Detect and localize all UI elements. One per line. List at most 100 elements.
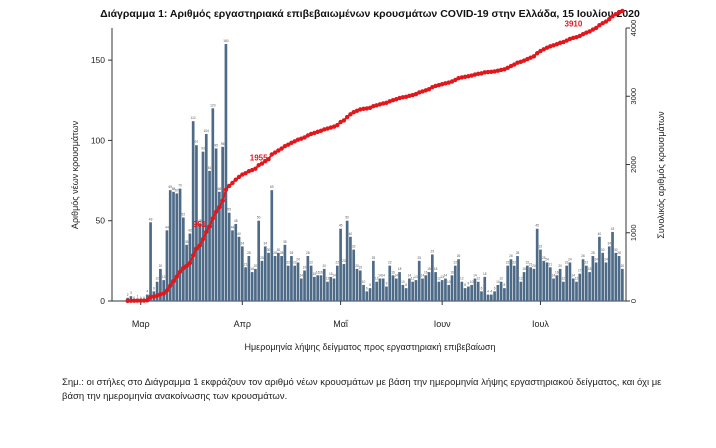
x-tick-label: Ιουν <box>434 319 451 329</box>
bar <box>391 275 395 301</box>
bar <box>621 268 624 301</box>
bar-label: 15 <box>313 272 317 276</box>
bar <box>470 284 473 301</box>
cumulative-point <box>485 69 491 75</box>
cumulative-point <box>253 166 258 171</box>
cumulative-point <box>384 100 389 106</box>
bar <box>401 284 405 301</box>
bar <box>214 148 218 301</box>
cumulative-point <box>508 63 514 69</box>
bar-label: 20 <box>621 264 625 268</box>
bar-label: 40 <box>237 232 241 236</box>
bar <box>178 188 182 301</box>
bar <box>542 260 546 301</box>
bar <box>467 286 470 301</box>
bar-label: 28 <box>290 251 294 255</box>
bar-label: 97 <box>195 140 199 144</box>
bar-label: 21 <box>244 262 248 266</box>
bar-label: 14 <box>300 274 304 278</box>
bar <box>322 268 326 301</box>
bar <box>280 256 283 301</box>
bar-label: 10 <box>362 280 366 284</box>
bar-label: 2 <box>127 293 129 297</box>
bar <box>306 256 310 301</box>
cumulative-point <box>413 91 419 97</box>
bar <box>489 294 493 301</box>
bar-label: 112 <box>191 116 196 120</box>
bar-label: 0 <box>140 296 142 300</box>
bar <box>260 260 264 301</box>
bar <box>408 278 411 301</box>
bar <box>162 280 166 301</box>
bar <box>594 262 598 301</box>
cumulative-point <box>502 67 507 72</box>
bar-label: 15 <box>483 272 487 276</box>
x-tick-label: Απρ <box>234 319 251 329</box>
cumulative-point <box>331 124 337 129</box>
cumulative-point <box>138 298 143 303</box>
bar <box>335 265 339 301</box>
bar-label: 8 <box>369 283 371 287</box>
bar-label: 9 <box>467 282 469 286</box>
cumulative-point <box>600 20 605 26</box>
cumulative-point <box>593 25 599 31</box>
bar <box>394 278 398 301</box>
bar-label: 20 <box>532 264 536 268</box>
bar-label: 8 <box>405 283 407 287</box>
cumulative-point <box>476 71 481 76</box>
bar-label: 8 <box>464 283 466 287</box>
bar-label: 12 <box>476 277 480 281</box>
cumulative-point <box>564 38 569 43</box>
cumulative-point <box>489 69 494 75</box>
cumulative-point <box>164 288 170 293</box>
bar <box>362 284 365 301</box>
cumulative-point <box>426 86 432 92</box>
bar <box>231 230 234 301</box>
bar <box>552 278 555 301</box>
bar-label: 20 <box>254 264 258 268</box>
bar-label: 18 <box>398 267 402 271</box>
bar <box>601 252 605 301</box>
bar-label: 6 <box>153 286 155 290</box>
bar-label: 30 <box>614 248 618 252</box>
bar-label: 68 <box>218 187 222 191</box>
bar <box>303 270 306 301</box>
bar <box>273 256 277 301</box>
bar-label: 12 <box>326 277 330 281</box>
bar-label: 22 <box>565 261 569 265</box>
cumulative-point <box>217 204 222 210</box>
bar-label: 22 <box>293 261 297 265</box>
bar <box>506 265 510 301</box>
cumulative-point <box>207 224 212 229</box>
bar <box>168 190 172 301</box>
bar-label: 4 <box>490 290 492 294</box>
bar <box>240 246 244 301</box>
bar-label: 28 <box>306 251 310 255</box>
cumulative-point <box>544 45 550 50</box>
y2-tick-label: 0 <box>629 299 638 303</box>
bar-label: 22 <box>585 261 589 265</box>
bar <box>614 252 618 301</box>
bar-label: 19 <box>358 265 362 269</box>
bar-label: 18 <box>427 267 431 271</box>
cumulative-point <box>302 135 307 140</box>
cumulative-point <box>168 283 173 288</box>
cumulative-point <box>492 69 497 74</box>
bar-label: 12 <box>499 277 503 281</box>
cumulative-point <box>512 62 517 67</box>
x-axis-label: Ημερομηνία λήψης δείγματος προς εργαστηρ… <box>245 342 496 352</box>
bar <box>165 230 169 301</box>
y2-axis-label: Συνολικός αριθμός κρουσμάτων <box>656 111 666 239</box>
bar <box>204 133 208 301</box>
cumulative-point <box>148 294 153 300</box>
bar-label: 6 <box>366 286 368 290</box>
bar <box>224 44 228 301</box>
cumulative-point <box>128 298 134 303</box>
bar-label: 12 <box>375 277 379 281</box>
cumulative-point <box>607 16 612 22</box>
bar <box>381 278 385 301</box>
cumulative-point <box>358 107 363 112</box>
bar-label: 3 <box>130 291 132 295</box>
bar-label: 25 <box>372 256 376 260</box>
cumulative-point <box>462 74 468 80</box>
